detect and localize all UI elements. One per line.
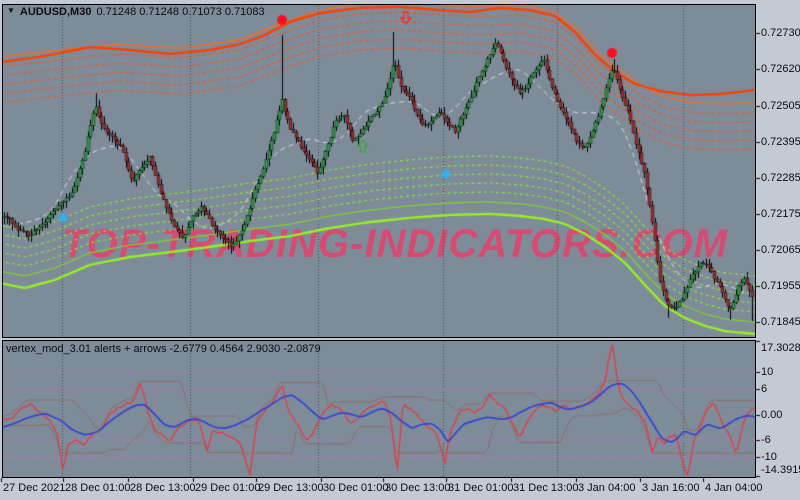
price-axis-label: 0.72175 [761,208,800,220]
indicator-axis-label: 0.00 [761,409,783,421]
time-axis-label: 30 Dec 01:00 [323,482,389,494]
time-axis-label: 29 Dec 01:00 [195,482,261,494]
time-axis-label: 28 Dec 13:00 [130,482,196,494]
time-axis-label: 31 Dec 01:00 [448,482,514,494]
price-axis-label: 0.72730 [761,27,800,39]
price-axis-label: 0.71955 [761,280,800,292]
time-axis-label: 31 Dec 13:00 [513,482,579,494]
time-axis-label: 4 Jan 04:00 [705,482,763,494]
indicator-axis-label: -14.3915 [761,464,800,476]
time-axis-label: 29 Dec 13:00 [258,482,324,494]
price-axis-label: 0.72505 [761,100,800,112]
price-axis-label: 0.71845 [761,316,800,328]
price-axis-label: 0.72395 [761,136,800,148]
symbol-label: AUDUSD,M30 [19,6,92,18]
indicator-header: vertex_mod_3.01 alerts + arrows -2.6779 … [6,343,321,355]
price-axis-label: 0.72285 [761,172,800,184]
indicator-axis-label: 10 [761,366,774,378]
time-axis-label: 3 Jan 16:00 [642,482,700,494]
price-axis-label: 0.72065 [761,244,800,256]
time-axis-label: 3 Jan 04:00 [578,482,636,494]
symbol-dropdown-icon[interactable]: ▼ [7,6,15,15]
time-axis-label: 28 Dec 01:00 [65,482,131,494]
indicator-axis-label: 17.3028 [761,342,800,354]
indicator-axis-label: 6 [761,383,768,395]
ohlc-values: 0.71248 0.71248 0.71073 0.71083 [96,6,265,18]
indicator-axis-label: -6 [761,434,771,446]
time-axis-label: 30 Dec 13:00 [385,482,451,494]
chart-title: ▼ AUDUSD,M30 0.71248 0.71248 0.71073 0.7… [7,6,265,18]
price-axis-label: 0.72620 [761,63,800,75]
time-axis-label: 27 Dec 2021 [3,482,66,494]
indicator-axis-label: -10 [761,451,777,463]
